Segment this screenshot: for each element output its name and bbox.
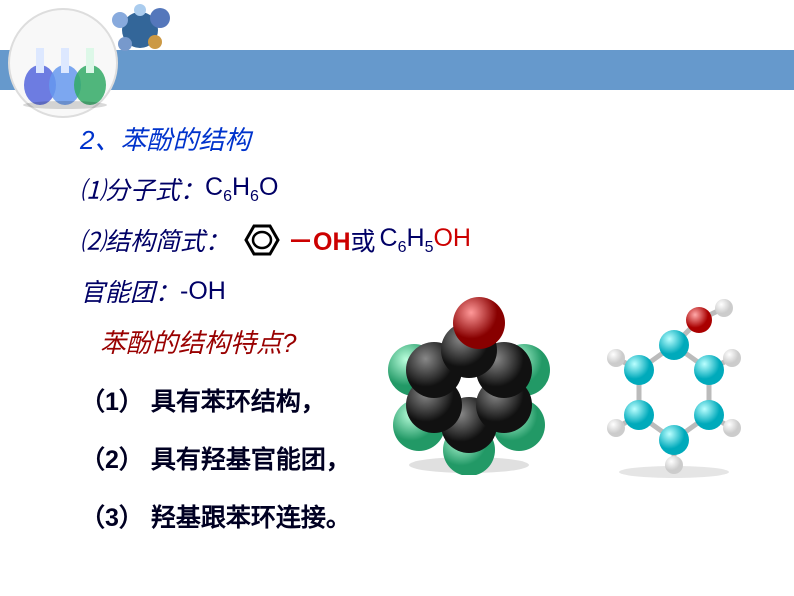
benzene-symbol [234, 221, 284, 259]
f2-h: H [407, 224, 425, 252]
label-2: ⑵结构简式： [80, 222, 230, 258]
oh-red: －OH [288, 222, 351, 258]
fg-value: -OH [180, 277, 226, 306]
p1-text: （1） 具有苯环结构， [80, 382, 326, 418]
title-num: 2、 [80, 120, 120, 157]
ballstick-model [594, 290, 754, 480]
f-h: H [232, 173, 250, 201]
f-o: O [259, 173, 278, 201]
f-6b: 6 [250, 188, 259, 205]
f2-oh: OH [433, 224, 471, 252]
line-formula: ⑴分子式： C6H6O [80, 171, 754, 207]
p3-text: （3） 羟基跟苯环连接。 [80, 498, 351, 534]
section-title: 2、 苯酚的结构 [80, 120, 754, 157]
line-structure: ⑵结构简式： －OH 或 C6H5OH [80, 221, 754, 259]
title-text: 苯酚的结构 [120, 120, 250, 157]
label-1: ⑴分子式： [80, 171, 205, 207]
f-6a: 6 [223, 188, 232, 205]
molecular-formula: C6H6O [205, 173, 278, 206]
label-3: 官能团： [80, 273, 180, 309]
alt-formula: C6H5OH [380, 224, 471, 257]
model-group [384, 290, 754, 480]
point-3: （3） 羟基跟苯环连接。 [80, 498, 754, 534]
question-text: 苯酚的结构特点? [100, 323, 296, 360]
flask-icon [20, 30, 110, 110]
molecule-icon [100, 0, 180, 60]
f-c: C [205, 173, 223, 201]
f2-6: 6 [398, 239, 407, 256]
or-text: 或 [351, 222, 376, 258]
p2-text: （2） 具有羟基官能团， [80, 440, 351, 476]
spacefill-model [384, 295, 554, 475]
f2-c: C [380, 224, 398, 252]
